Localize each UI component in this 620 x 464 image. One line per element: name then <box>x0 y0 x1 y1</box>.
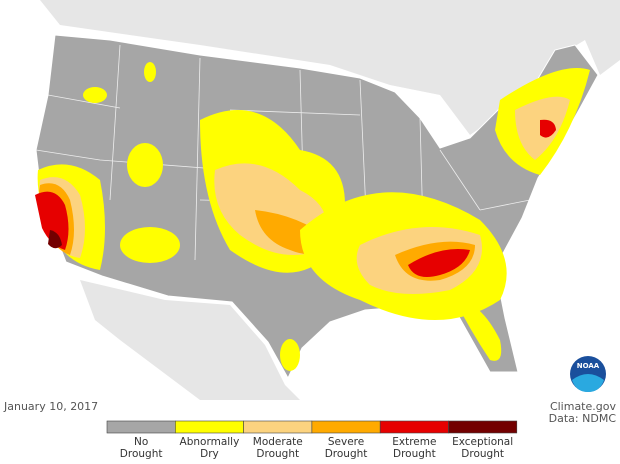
credit: Data: NDMC <box>549 412 617 425</box>
legend-label: No <box>134 436 148 448</box>
legend-swatch <box>448 420 518 434</box>
credit: Climate.gov <box>550 400 617 413</box>
legend-label: Abnormally <box>180 436 240 448</box>
canada <box>40 0 620 135</box>
noaa-logo: NOAA <box>570 356 606 392</box>
legend-swatch <box>243 420 313 434</box>
legend-label: Drought <box>256 448 299 460</box>
legend-label: Drought <box>120 448 163 460</box>
legend-label: Drought <box>325 448 368 460</box>
legend-label: Drought <box>393 448 436 460</box>
legend-swatch <box>379 420 449 434</box>
legend-swatch <box>106 420 176 434</box>
legend-label: Exceptional <box>452 436 513 448</box>
legend-swatch <box>175 420 244 434</box>
drought-areas <box>35 62 590 371</box>
legend-label: Dry <box>200 448 219 460</box>
logo-text: NOAA <box>577 362 600 370</box>
logo-wave <box>572 374 604 392</box>
legend-label: Severe <box>328 436 364 448</box>
legend-label: Drought <box>461 448 504 460</box>
legend: NoDroughtAbnormallyDryModerateDroughtSev… <box>106 420 518 460</box>
legend-label: Extreme <box>392 436 436 448</box>
mexico <box>80 280 300 400</box>
legend-label: Moderate <box>253 436 303 448</box>
date: January 10, 2017 <box>3 400 98 413</box>
legend-swatch <box>311 420 381 434</box>
